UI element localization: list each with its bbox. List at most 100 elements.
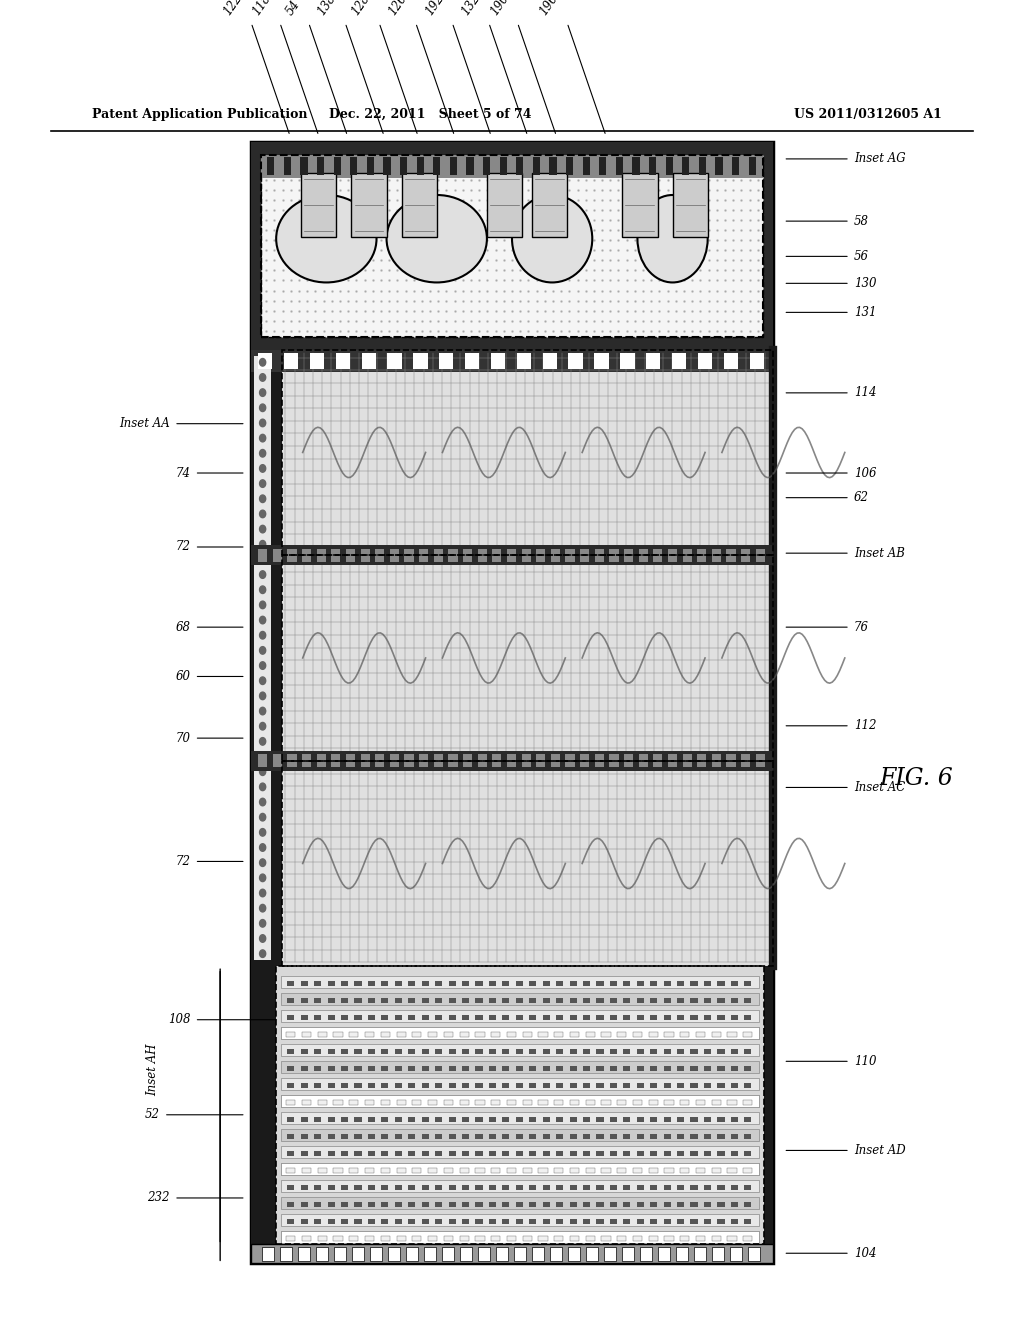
Bar <box>334 157 341 176</box>
Bar <box>488 1101 496 1105</box>
Bar <box>583 1084 590 1088</box>
Bar <box>727 1237 736 1241</box>
Circle shape <box>259 874 265 882</box>
Text: 196: 196 <box>538 0 561 17</box>
Bar <box>653 549 663 561</box>
Bar <box>677 1117 684 1122</box>
Bar <box>283 760 773 966</box>
Bar <box>449 1237 456 1241</box>
Bar <box>583 1049 590 1053</box>
Bar <box>503 1117 510 1122</box>
Bar <box>637 1015 644 1020</box>
Bar <box>328 1101 335 1105</box>
Bar <box>381 1015 388 1020</box>
Bar <box>522 1101 531 1105</box>
Bar <box>331 755 340 767</box>
Bar <box>543 1015 550 1020</box>
Bar <box>690 1134 697 1139</box>
Bar <box>422 1101 429 1105</box>
Bar <box>341 1032 348 1036</box>
Bar <box>422 1134 429 1139</box>
Bar <box>712 549 721 561</box>
Bar <box>396 1101 406 1105</box>
Bar <box>712 1168 721 1172</box>
Bar <box>718 1067 725 1071</box>
Text: Patent Application Publication: Patent Application Publication <box>92 108 307 121</box>
Bar <box>693 1247 706 1261</box>
Text: 54: 54 <box>284 0 302 17</box>
Bar <box>610 1049 617 1053</box>
Bar <box>682 157 689 176</box>
Bar <box>503 998 510 1003</box>
Bar <box>272 755 282 767</box>
Bar <box>522 1237 531 1241</box>
Text: 74: 74 <box>175 466 190 479</box>
Bar <box>570 1237 580 1241</box>
Bar <box>712 1247 724 1261</box>
Bar <box>731 1101 738 1105</box>
Bar <box>732 157 739 176</box>
Bar <box>500 157 507 176</box>
Bar <box>341 1237 348 1241</box>
Bar <box>284 157 291 176</box>
Bar <box>698 157 706 176</box>
Bar <box>288 755 297 767</box>
Bar <box>570 1032 580 1036</box>
Bar <box>696 1101 706 1105</box>
Bar <box>449 1049 456 1053</box>
Circle shape <box>259 374 265 381</box>
Bar <box>449 1185 456 1189</box>
Bar <box>287 998 294 1003</box>
Bar <box>637 982 644 986</box>
Bar <box>475 1151 482 1156</box>
Bar <box>475 1220 482 1224</box>
Bar <box>341 1049 348 1053</box>
Bar <box>422 1220 429 1224</box>
Bar <box>595 755 604 767</box>
Bar <box>596 1067 603 1071</box>
Bar <box>488 1134 496 1139</box>
Bar <box>677 1067 684 1071</box>
Bar <box>409 1032 416 1036</box>
Bar <box>653 755 663 767</box>
Bar <box>712 1101 721 1105</box>
Bar <box>354 1220 361 1224</box>
Bar <box>328 1185 335 1189</box>
Bar <box>624 1067 631 1071</box>
Bar <box>550 157 557 176</box>
Bar <box>317 1168 327 1172</box>
Bar <box>516 1101 523 1105</box>
Bar <box>317 157 325 176</box>
Bar <box>365 1101 374 1105</box>
Bar <box>490 354 505 368</box>
Bar <box>680 1237 689 1241</box>
Bar <box>664 1220 671 1224</box>
Bar <box>610 1067 617 1071</box>
Bar <box>712 1032 721 1036</box>
Bar <box>648 1101 657 1105</box>
Bar <box>743 1168 753 1172</box>
Bar <box>556 1151 563 1156</box>
Bar <box>283 350 773 556</box>
Bar <box>503 1134 510 1139</box>
Bar <box>328 1032 335 1036</box>
Bar <box>381 1101 390 1105</box>
Bar <box>302 1101 311 1105</box>
Bar <box>583 1067 590 1071</box>
Bar <box>301 1101 308 1105</box>
Bar <box>368 1168 375 1172</box>
Bar <box>610 1117 617 1122</box>
Bar <box>301 1151 308 1156</box>
Bar <box>554 1168 563 1172</box>
Bar <box>586 1101 595 1105</box>
Bar <box>516 1134 523 1139</box>
Ellipse shape <box>637 195 708 282</box>
Bar <box>677 1185 684 1189</box>
Bar <box>328 1067 335 1071</box>
Bar <box>281 994 759 1006</box>
Bar <box>435 1067 442 1071</box>
Bar <box>462 1237 469 1241</box>
Bar <box>676 1247 688 1261</box>
Bar <box>281 1078 759 1090</box>
Bar <box>596 1015 603 1020</box>
